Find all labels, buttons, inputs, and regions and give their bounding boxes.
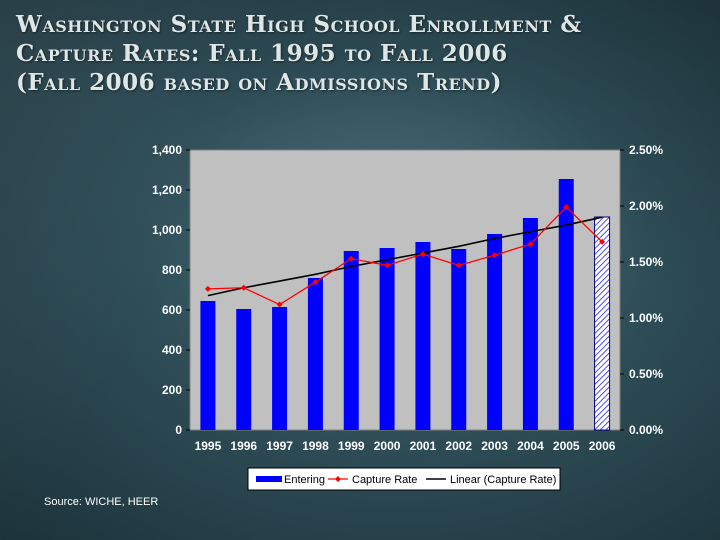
left-tick-label: 200 bbox=[162, 383, 182, 397]
right-tick-label: 1.00% bbox=[629, 311, 663, 325]
legend-box bbox=[247, 467, 561, 491]
x-tick-label-2001: 2001 bbox=[410, 439, 437, 453]
x-tick-label-2002: 2002 bbox=[445, 439, 472, 453]
capture-rate-series bbox=[204, 204, 606, 308]
left-tick-label: 1,400 bbox=[152, 143, 182, 157]
capture-rate-point-1999 bbox=[348, 255, 355, 262]
bar-2002 bbox=[451, 249, 467, 430]
bar-2001 bbox=[415, 242, 431, 430]
x-tick-label-2003: 2003 bbox=[481, 439, 508, 453]
bar-1995 bbox=[200, 301, 216, 430]
capture-rate-point-2004 bbox=[527, 241, 534, 248]
bar-1998 bbox=[307, 278, 323, 430]
left-tick-label: 1,000 bbox=[152, 223, 182, 237]
bar-1999 bbox=[343, 251, 359, 430]
x-tick-label-1997: 1997 bbox=[266, 439, 293, 453]
right-tick-label: 0.00% bbox=[629, 423, 663, 437]
title-line-2: Capture Rates: Fall 1995 to Fall 2006 bbox=[16, 40, 508, 67]
capture-rate-point-2000 bbox=[384, 262, 391, 269]
x-tick-label-1995: 1995 bbox=[195, 439, 222, 453]
right-tick-label: 2.50% bbox=[629, 143, 663, 157]
trendline bbox=[207, 216, 603, 297]
bar-2003 bbox=[487, 234, 503, 430]
slide-title: Washington State High School Enrollment … bbox=[16, 10, 706, 97]
x-tick-label-2004: 2004 bbox=[517, 439, 544, 453]
capture-rate-point-2006 bbox=[599, 238, 606, 245]
left-tick-label: 400 bbox=[162, 343, 182, 357]
right-tick-label: 0.50% bbox=[629, 367, 663, 381]
bar-series bbox=[200, 179, 611, 431]
source-note: Source: WICHE, HEER bbox=[44, 496, 159, 508]
x-tick-label-2006: 2006 bbox=[589, 439, 616, 453]
left-tick-label: 600 bbox=[162, 303, 182, 317]
axes: 0 200 400 600 800 1,000 1,200 1,400 0.00% 0.50% 1.… bbox=[152, 143, 663, 453]
legend: Entering Capture Rate Linear (Capture Rate… bbox=[247, 467, 561, 491]
legend-label-trendline: Linear (Capture Rate) bbox=[450, 474, 556, 486]
right-tick-label: 2.00% bbox=[629, 199, 663, 213]
trendline-series bbox=[207, 216, 603, 297]
bar-2005 bbox=[558, 179, 574, 430]
left-tick-label: 800 bbox=[162, 263, 182, 277]
legend-label-entering: Entering bbox=[284, 474, 325, 486]
capture-rate-point-1996 bbox=[240, 284, 247, 291]
bar-2006 bbox=[594, 216, 611, 431]
capture-rate-point-2001 bbox=[419, 251, 426, 258]
bar-1997 bbox=[272, 307, 288, 430]
x-tick-label-2000: 2000 bbox=[374, 439, 401, 453]
x-tick-label-1999: 1999 bbox=[338, 439, 365, 453]
left-tick-label: 0 bbox=[175, 423, 182, 437]
capture-rate-point-1997 bbox=[276, 301, 283, 308]
capture-rate-point-2005 bbox=[563, 204, 570, 211]
legend-swatch-entering bbox=[256, 476, 282, 482]
capture-rate-point-2002 bbox=[455, 262, 462, 269]
capture-rate-point-2003 bbox=[491, 252, 498, 259]
left-tick-label: 1,200 bbox=[152, 183, 182, 197]
legend-swatch-capture-marker bbox=[335, 476, 341, 482]
title-line-3: (Fall 2006 based on Admissions Trend) bbox=[16, 69, 503, 96]
capture-rate-point-1998 bbox=[312, 279, 319, 286]
right-tick-label: 1.50% bbox=[629, 255, 663, 269]
legend-label-capture-rate: Capture Rate bbox=[352, 474, 417, 486]
bar-2000 bbox=[379, 248, 395, 430]
x-tick-label-1996: 1996 bbox=[230, 439, 257, 453]
title-line-1: Washington State High School Enrollment … bbox=[16, 11, 582, 38]
x-tick-label-2005: 2005 bbox=[553, 439, 580, 453]
capture-rate-line bbox=[207, 206, 603, 306]
plot-area bbox=[189, 149, 621, 431]
bar-2004 bbox=[522, 218, 538, 430]
x-tick-label-1998: 1998 bbox=[302, 439, 329, 453]
bar-1996 bbox=[236, 309, 252, 430]
capture-rate-point-1995 bbox=[204, 285, 211, 292]
